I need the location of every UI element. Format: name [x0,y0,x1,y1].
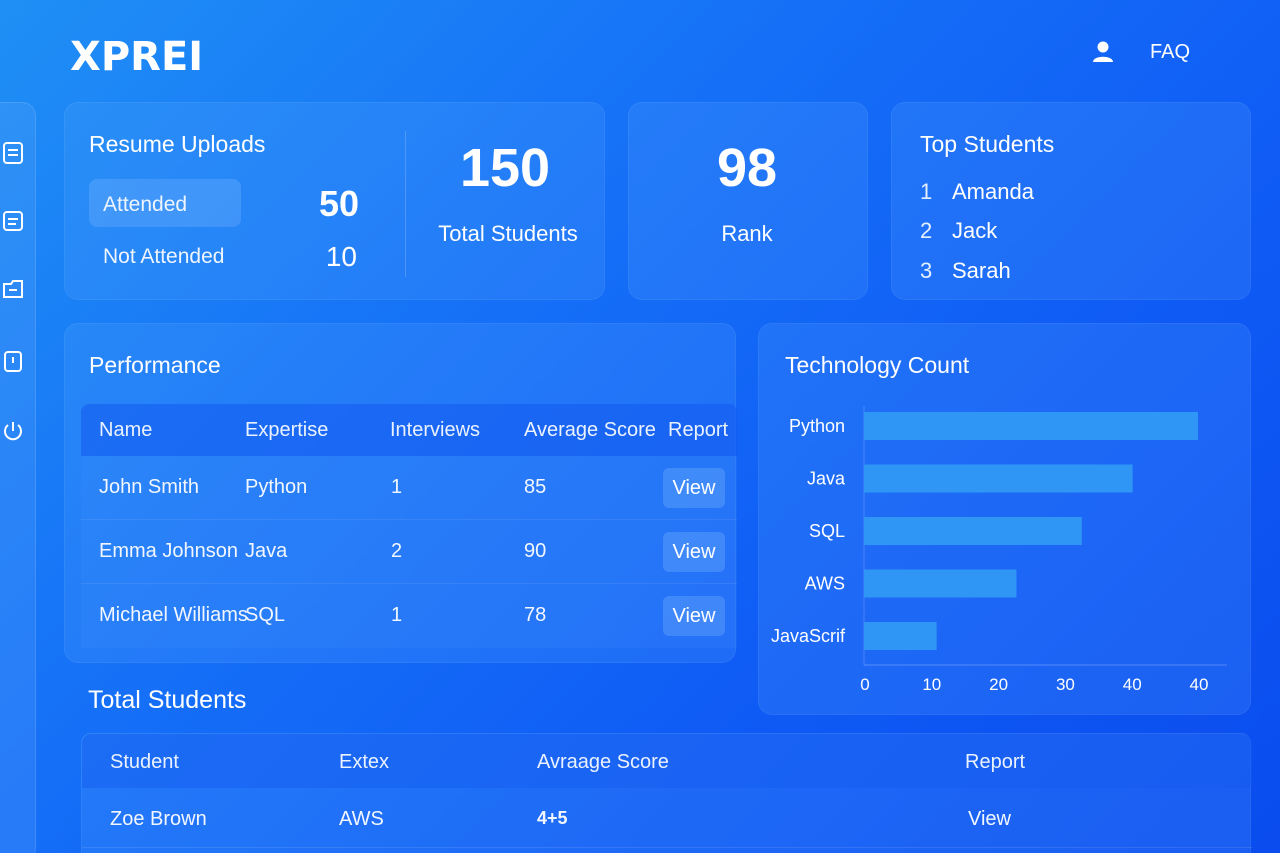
x-tick-label: 10 [922,675,941,694]
technology-count-title: Technology Count [785,352,970,378]
category-label: Java [807,469,846,489]
attended-tab[interactable] [89,179,241,227]
cell-expertise: Java [245,540,288,562]
power-icon[interactable] [1,419,25,443]
not-attended-value: 10 [325,241,357,272]
cell-name: Michael Williams [99,604,248,626]
column-header[interactable]: Name [99,419,153,441]
top-student-name: Sarah [952,258,1011,283]
user-icon[interactable] [1092,40,1114,64]
category-label: AWS [805,574,845,594]
top-student-rank: 2 [920,218,933,243]
rank-card: 98 Rank [628,102,868,300]
clipboard-icon[interactable] [1,349,25,373]
divider [405,131,406,277]
top-student-item[interactable]: 2 Jack [920,218,997,244]
cell-interviews: 1 [391,476,403,498]
view-report-button[interactable]: View [663,532,725,572]
cell-expertise: SQL [245,604,286,626]
top-student-rank: 1 [920,179,933,204]
column-header[interactable]: Average Score [524,419,656,441]
bar-python[interactable] [864,412,1198,440]
column-header[interactable]: Report [668,419,729,441]
cell-score: 90 [524,540,547,562]
column-header[interactable]: Extex [339,751,390,773]
top-navigation: FAQ [1092,40,1190,64]
faq-link[interactable]: FAQ [1149,40,1190,63]
bar-sql[interactable] [864,517,1082,545]
column-header[interactable]: Report [965,751,1026,773]
performance-table-header: Name Expertise Interviews Average Score … [81,404,737,456]
attended-label: Attended [103,193,188,216]
sidebar [0,102,36,853]
cell-interviews: 2 [391,540,403,562]
column-header[interactable]: Expertise [245,419,329,441]
column-header[interactable]: Interviews [390,419,481,441]
total-students-table-header: Student Extex Avraage Score Report [82,734,1252,788]
total-students-title: Total Students [88,686,247,714]
table-row: Michael Williams SQL 1 78 View [81,584,737,648]
top-students-title: Top Students [920,131,1055,157]
total-students-label: Total Students [438,221,578,246]
attended-value: 50 [318,183,359,224]
cell-student: Zoe Brown [110,808,207,830]
x-tick-label: 0 [860,675,869,694]
x-tick-label: 20 [989,675,1008,694]
column-header[interactable]: Avraage Score [537,751,669,773]
top-students-card: Top Students 1 Amanda 2 Jack 3 Sarah [891,102,1251,300]
document-icon[interactable] [1,141,25,165]
resume-uploads-card: Resume Uploads Attended 50 Not Attended … [64,102,605,300]
view-report-button[interactable]: View [663,596,725,636]
cell-score: 85 [524,476,547,498]
table-row: Zoe Brown AWS 4+5 View [82,788,1252,848]
not-attended-label: Not Attended [103,245,225,268]
top-student-item[interactable]: 1 Amanda [920,179,1034,205]
rank-value: 98 [716,138,778,198]
technology-count-card: Technology Count Python Java SQL AWS JavaScr… [758,323,1251,715]
cell-expertise: Python [245,476,308,498]
cell-interviews: 1 [391,604,403,626]
x-tick-label: 40 [1190,675,1209,694]
cell-name: John Smith [99,476,200,498]
cell-ext: AWS [339,808,384,830]
app-logo[interactable]: XPREI [70,34,204,80]
performance-card: Performance Name Expertise Interviews Av… [64,323,737,663]
cell-score: 78 [524,604,547,626]
performance-title: Performance [89,352,221,378]
top-student-rank: 3 [920,258,933,283]
bar-javascrif[interactable] [864,622,937,650]
top-student-item[interactable]: 3 Sarah [920,258,1011,284]
table-row: John Smith Python 1 85 View [81,456,737,520]
technology-count-chart: Python Java SQL AWS JavaScrif 0 10 20 30 40 40 [771,406,1227,694]
folder-icon[interactable] [1,277,25,301]
category-label: SQL [809,521,845,541]
x-tick-label: 40 [1123,675,1142,694]
bar-aws[interactable] [864,569,1017,598]
view-report-link[interactable]: View [968,808,1011,830]
category-label: JavaScrif [771,626,846,646]
column-header[interactable]: Student [110,751,179,773]
table-row: Emma Johnson Java 2 90 View [81,520,737,584]
list-icon[interactable] [1,209,25,233]
total-students-table: Student Extex Avraage Score Report Zoe B… [81,733,1252,853]
top-student-name: Jack [952,218,998,243]
resume-uploads-title: Resume Uploads [89,131,266,157]
category-label: Python [789,416,845,436]
rank-label: Rank [721,221,773,246]
bar-java[interactable] [864,464,1133,493]
cell-name: Emma Johnson [99,540,238,562]
top-student-name: Amanda [952,179,1034,204]
total-students-value: 150 [459,138,551,198]
x-tick-label: 30 [1056,675,1075,694]
view-report-button[interactable]: View [663,468,725,508]
cell-score: 4+5 [537,808,568,828]
